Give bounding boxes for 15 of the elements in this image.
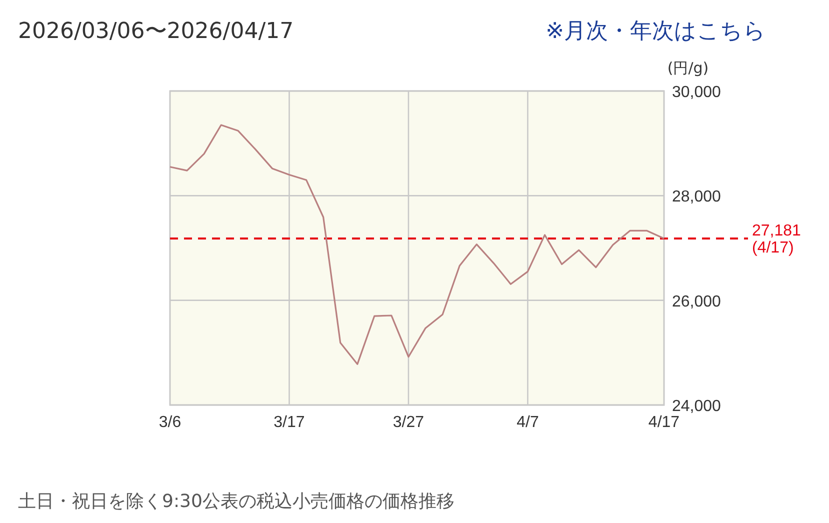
y-tick-label: 26,000	[672, 293, 722, 310]
y-axis-title: (円/g)	[667, 59, 709, 77]
line-series	[169, 124, 665, 365]
x-tick-label: 3/17	[274, 414, 305, 431]
y-tick-label: 28,000	[672, 188, 722, 206]
ref-line-label: 27,181 (4/17)	[752, 222, 802, 257]
x-tick-label: 3/6	[158, 414, 182, 431]
x-tick-label: 3/27	[392, 414, 424, 431]
chart-title: 2026/03/06〜2026/04/17	[18, 19, 294, 44]
y-tick-label: 30,000	[672, 84, 722, 101]
y-tick-label: 24,000	[672, 398, 722, 415]
x-tick-label: 4/17	[648, 414, 680, 431]
text: ※月次・年次はこちら	[546, 19, 766, 44]
text: 土日・祝日を除く9:30公表の税込小売価格の価格推移	[18, 491, 454, 512]
x-tick-label: 4/7	[516, 414, 539, 431]
